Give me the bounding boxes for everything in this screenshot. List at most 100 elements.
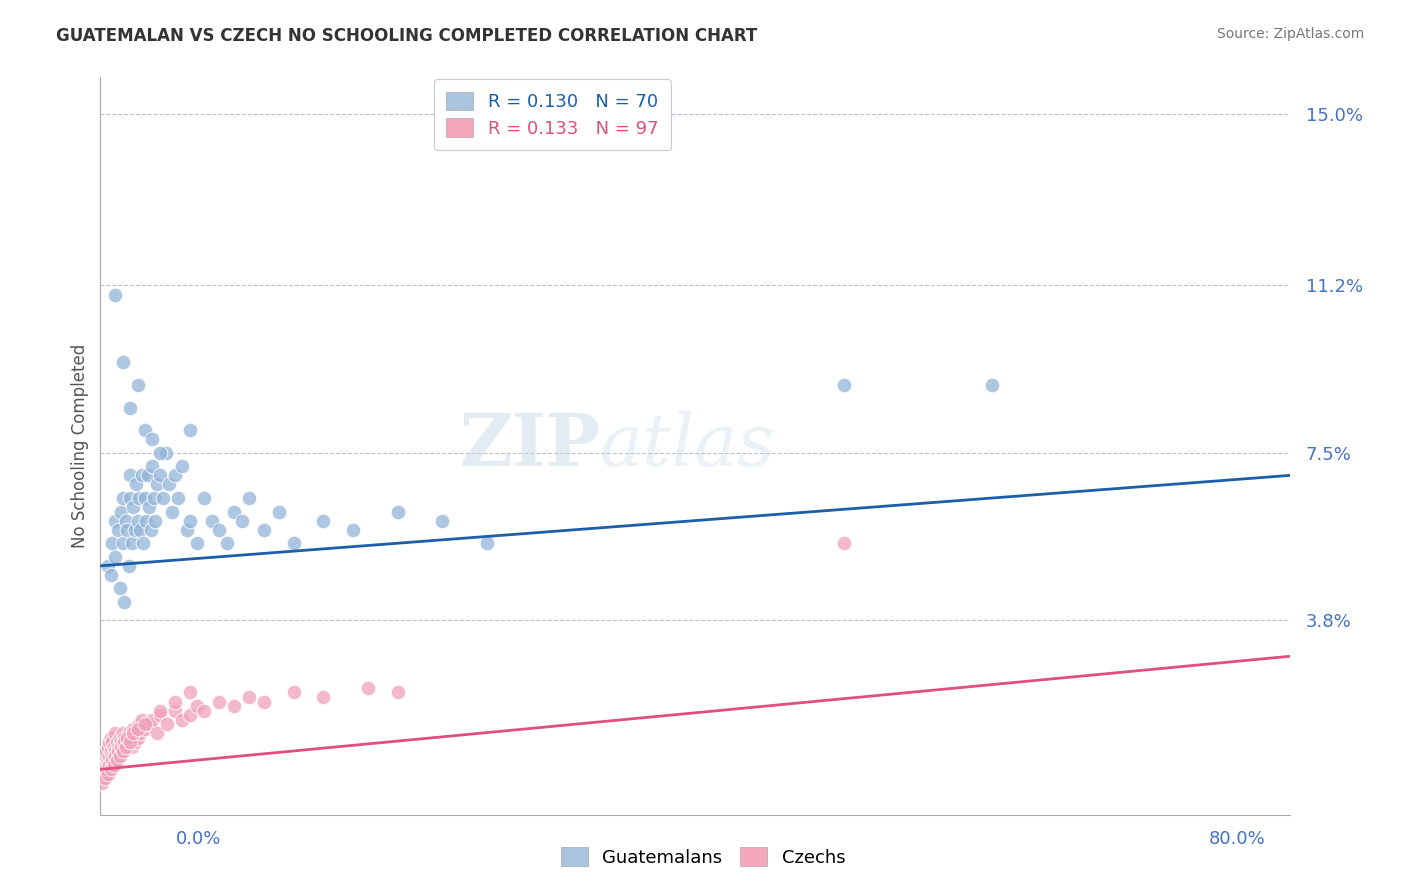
Point — [141, 459, 163, 474]
Point — [253, 523, 276, 537]
Point — [90, 776, 112, 790]
Point — [104, 757, 127, 772]
Point — [832, 378, 855, 392]
Point — [201, 514, 224, 528]
Point — [101, 536, 124, 550]
Point — [98, 735, 121, 749]
Point — [149, 446, 172, 460]
Point — [115, 523, 138, 537]
Point — [120, 731, 142, 745]
Point — [100, 762, 122, 776]
Point — [981, 378, 1004, 392]
Point — [100, 567, 122, 582]
Point — [127, 514, 149, 528]
Point — [114, 739, 136, 754]
Point — [152, 491, 174, 505]
Point — [117, 726, 139, 740]
Point — [283, 536, 305, 550]
Point — [312, 514, 335, 528]
Point — [127, 378, 149, 392]
Point — [122, 726, 145, 740]
Point — [127, 722, 149, 736]
Point — [132, 536, 155, 550]
Point — [98, 748, 121, 763]
Point — [111, 744, 134, 758]
Point — [101, 748, 124, 763]
Point — [107, 739, 129, 754]
Point — [176, 523, 198, 537]
Point — [94, 772, 117, 786]
Point — [193, 704, 215, 718]
Text: atlas: atlas — [600, 410, 776, 482]
Point — [156, 717, 179, 731]
Point — [149, 468, 172, 483]
Point — [128, 717, 150, 731]
Point — [107, 753, 129, 767]
Point — [104, 748, 127, 763]
Point — [104, 549, 127, 564]
Point — [105, 748, 128, 763]
Point — [104, 514, 127, 528]
Text: GUATEMALAN VS CZECH NO SCHOOLING COMPLETED CORRELATION CHART: GUATEMALAN VS CZECH NO SCHOOLING COMPLET… — [56, 27, 758, 45]
Point — [122, 722, 145, 736]
Point — [215, 536, 238, 550]
Point — [100, 757, 122, 772]
Point — [112, 744, 135, 758]
Point — [105, 753, 128, 767]
Point — [111, 491, 134, 505]
Point — [128, 491, 150, 505]
Point — [111, 536, 134, 550]
Point — [97, 753, 120, 767]
Point — [135, 514, 157, 528]
Point — [141, 432, 163, 446]
Point — [94, 762, 117, 776]
Point — [97, 767, 120, 781]
Point — [475, 536, 498, 550]
Point — [96, 767, 118, 781]
Point — [143, 514, 166, 528]
Point — [91, 767, 114, 781]
Point — [121, 739, 143, 754]
Point — [91, 767, 114, 781]
Point — [134, 717, 156, 731]
Point — [110, 735, 132, 749]
Point — [115, 739, 138, 754]
Legend: R = 0.130   N = 70, R = 0.133   N = 97: R = 0.130 N = 70, R = 0.133 N = 97 — [433, 79, 671, 150]
Point — [96, 757, 118, 772]
Point — [253, 694, 276, 708]
Point — [120, 401, 142, 415]
Point — [125, 726, 148, 740]
Point — [110, 739, 132, 754]
Point — [111, 726, 134, 740]
Point — [267, 505, 290, 519]
Point — [131, 468, 153, 483]
Point — [231, 514, 253, 528]
Point — [142, 491, 165, 505]
Text: ZIP: ZIP — [458, 410, 600, 482]
Point — [114, 514, 136, 528]
Point — [96, 744, 118, 758]
Point — [94, 748, 117, 763]
Point — [94, 772, 117, 786]
Point — [157, 477, 180, 491]
Point — [108, 744, 131, 758]
Point — [127, 731, 149, 745]
Point — [387, 685, 409, 699]
Point — [432, 514, 454, 528]
Point — [110, 505, 132, 519]
Point — [108, 582, 131, 596]
Legend: Guatemalans, Czechs: Guatemalans, Czechs — [554, 840, 852, 874]
Point — [179, 423, 201, 437]
Point — [98, 757, 121, 772]
Point — [357, 681, 380, 695]
Point — [125, 477, 148, 491]
Point — [112, 595, 135, 609]
Point — [114, 735, 136, 749]
Point — [107, 523, 129, 537]
Point — [136, 468, 159, 483]
Point — [97, 762, 120, 776]
Point — [103, 739, 125, 754]
Point — [163, 468, 186, 483]
Point — [141, 713, 163, 727]
Point — [96, 762, 118, 776]
